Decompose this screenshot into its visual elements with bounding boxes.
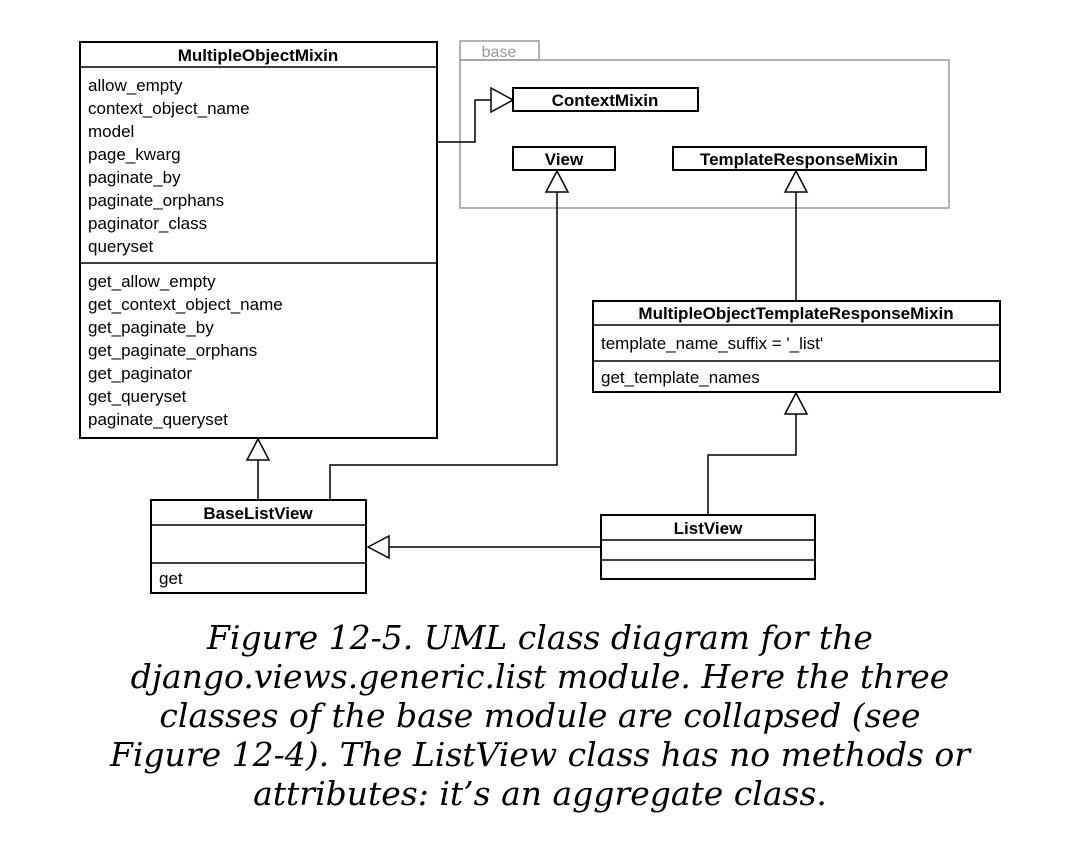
class-name: MultipleObjectMixin xyxy=(178,46,339,65)
attribute: context_object_name xyxy=(88,99,250,118)
method: get_template_names xyxy=(601,368,760,387)
class-template-response-mixin: TemplateResponseMixin xyxy=(672,146,927,171)
caption-line: django.views.generic.list module. Here t… xyxy=(130,657,950,696)
class-name: View xyxy=(545,150,584,169)
edge-list-view-to-motrm xyxy=(707,414,797,515)
class-base-list-view: BaseListView get xyxy=(150,499,367,594)
edge-arrowhead xyxy=(245,437,271,461)
class-list-view: ListView xyxy=(600,514,816,580)
method: get_queryset xyxy=(88,387,187,406)
caption-line: Figure 12-4). The ListView class has no … xyxy=(109,735,971,774)
method: get xyxy=(159,569,183,588)
method: get_paginate_orphans xyxy=(88,341,257,360)
class-name: ListView xyxy=(674,519,743,538)
class-multiple-object-template-response-mixin: MultipleObjectTemplateResponseMixin temp… xyxy=(592,300,1001,393)
class-name: BaseListView xyxy=(203,504,313,523)
class-multiple-object-mixin: MultipleObjectMixin allow_empty context_… xyxy=(79,41,438,439)
method: paginate_queryset xyxy=(88,410,228,429)
caption-line: classes of the base module are collapsed… xyxy=(159,696,921,735)
edge-arrowhead xyxy=(544,169,570,193)
edge-arrowhead xyxy=(783,391,809,415)
class-name: TemplateResponseMixin xyxy=(700,150,898,169)
base-package: base xyxy=(459,40,950,209)
caption-line: attributes: it’s an aggregate class. xyxy=(253,774,827,813)
class-name: ContextMixin xyxy=(552,91,659,110)
attribute: queryset xyxy=(88,237,153,256)
attribute: model xyxy=(88,122,134,141)
method: get_allow_empty xyxy=(88,272,216,291)
attribute: template_name_suffix = '_list' xyxy=(601,334,823,353)
method: get_context_object_name xyxy=(88,295,283,314)
caption-line: Figure 12-5. UML class diagram for the xyxy=(207,618,873,657)
attribute: page_kwarg xyxy=(88,145,181,164)
class-view: View xyxy=(512,146,616,171)
class-context-mixin: ContextMixin xyxy=(512,87,699,112)
inheritance-edges xyxy=(245,86,809,560)
attribute: paginate_orphans xyxy=(88,191,224,210)
edge-arrowhead xyxy=(783,169,809,193)
package-name: base xyxy=(482,44,517,61)
method: get_paginate_by xyxy=(88,318,214,337)
package-frame xyxy=(459,59,950,209)
edge-arrowhead xyxy=(490,86,515,114)
method: get_paginator xyxy=(88,364,192,383)
edge-mom-to-context-mixin xyxy=(437,99,491,143)
attribute: allow_empty xyxy=(88,76,183,95)
edge-base-list-view-to-view xyxy=(329,192,558,500)
edge-arrowhead xyxy=(366,534,390,560)
attribute: paginate_by xyxy=(88,168,181,187)
attribute: paginator_class xyxy=(88,214,207,233)
figure-caption: Figure 12-5. UML class diagram for the d… xyxy=(60,618,1020,813)
class-name: MultipleObjectTemplateResponseMixin xyxy=(638,304,953,323)
